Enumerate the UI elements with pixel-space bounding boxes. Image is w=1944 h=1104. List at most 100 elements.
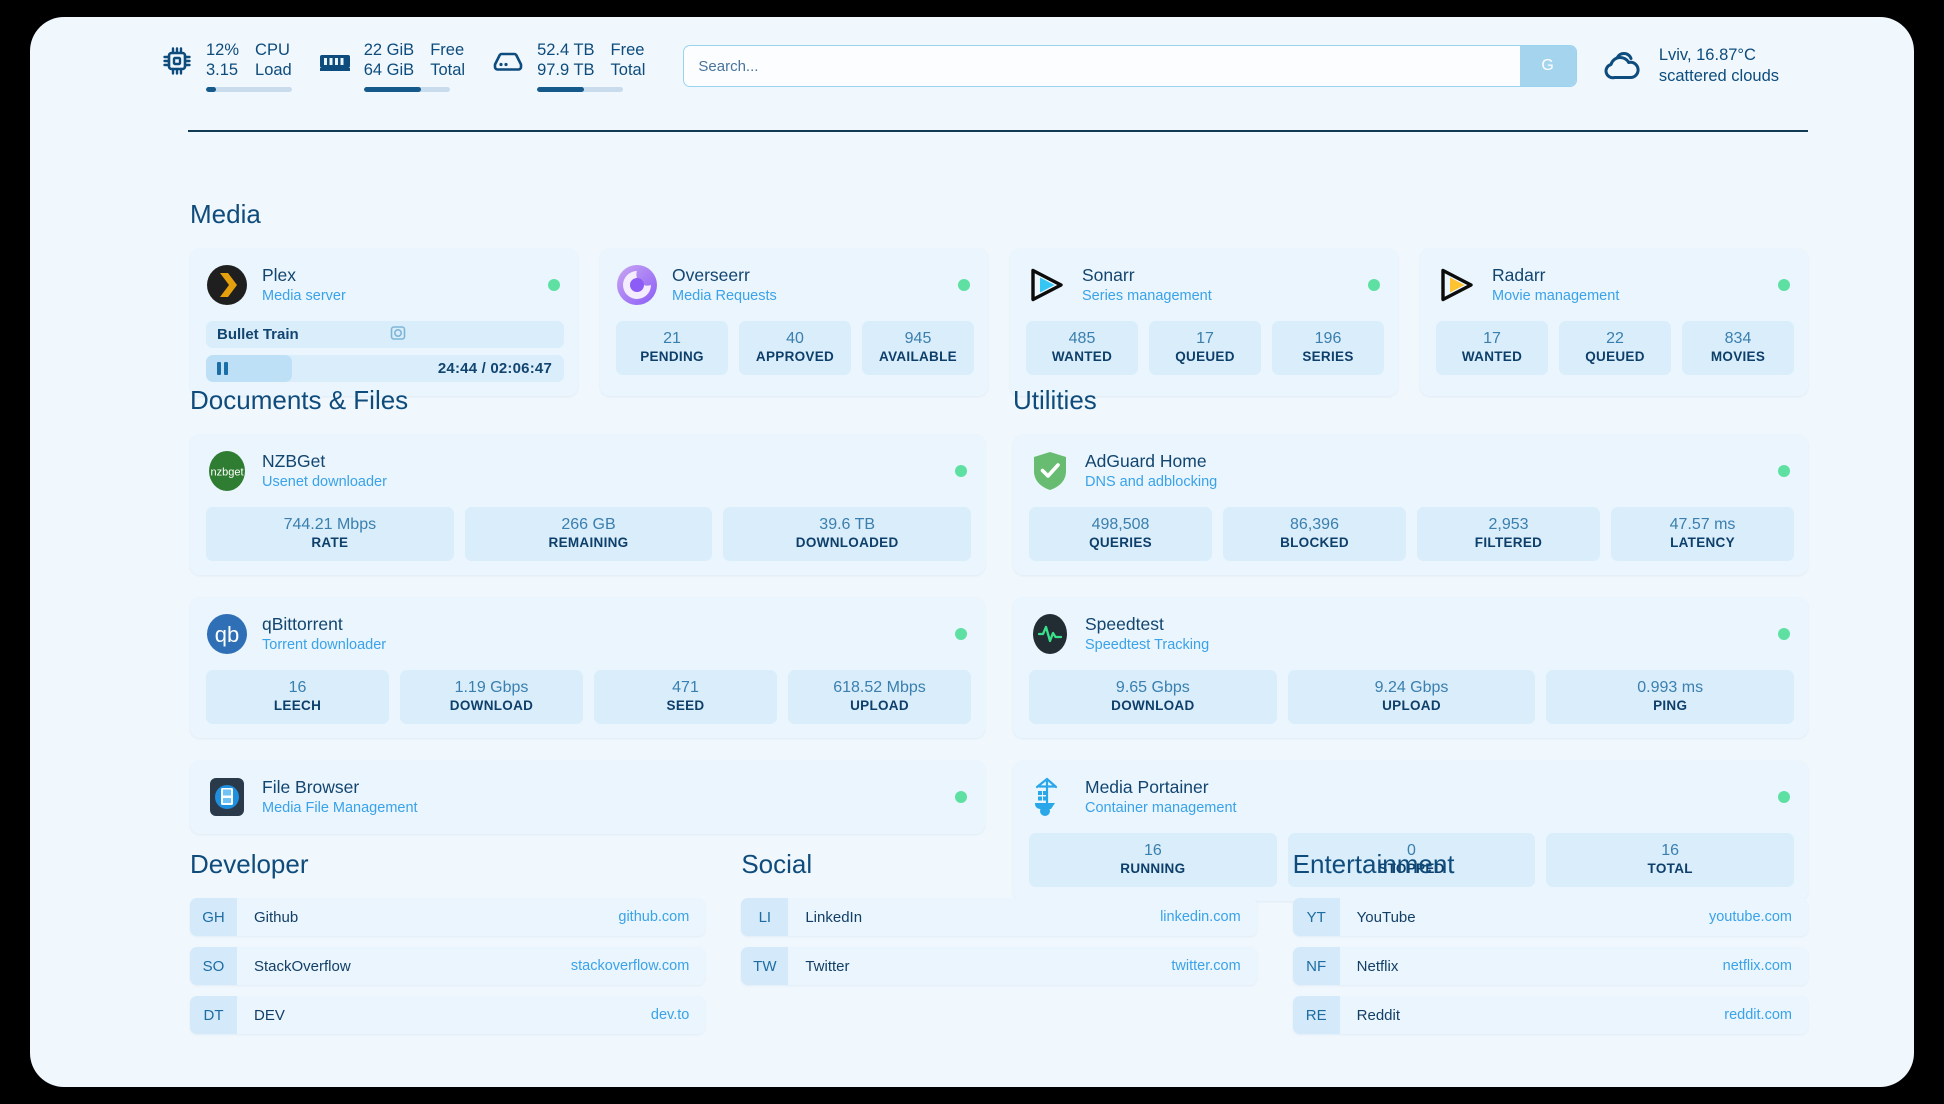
stat-tile[interactable]: 16 TOTAL (1546, 832, 1795, 887)
bookmark-url: github.com (618, 909, 690, 925)
bookmark-item[interactable]: TW Twitter twitter.com (741, 947, 1257, 985)
bookmark-badge: NF (1292, 947, 1340, 985)
stat-tile-label: FILTERED (1474, 535, 1543, 550)
service-card[interactable]: Media Portainer Container management 16 RUN… (1013, 759, 1808, 901)
service-card[interactable]: Radarr Movie management 17 WANTED 22 QUEUED 83… (1420, 248, 1808, 396)
stat-tile-label: QUEUED (1175, 349, 1235, 364)
section-utilities: Utilities AdGuard Home DNS and adblocking… (1013, 385, 1808, 901)
stat-tile[interactable]: 86,396 BLOCKED (1223, 507, 1406, 561)
stat-label-column: CPU Load (255, 40, 292, 80)
service-subtitle: Torrent downloader (262, 636, 387, 653)
stat-tile[interactable]: 0.993 ms PING (1546, 669, 1795, 724)
stat-tiles: 744.21 Mbps RATE 266 GB REMAINING 39.6 TB DOW… (206, 507, 972, 561)
bookmark-group-title: Social (741, 849, 813, 879)
bookmark-item[interactable]: NF Netflix netflix.com (1292, 947, 1808, 985)
section-title-media: Media (190, 199, 261, 229)
stat-tile[interactable]: 17 QUEUED (1149, 321, 1261, 375)
stat-tile[interactable]: 9.24 Gbps UPLOAD (1287, 669, 1536, 724)
service-card[interactable]: qb qBittorrent Torrent downloader 16 LEECH 1.… (190, 596, 985, 738)
stat-tiles: 16 LEECH 1.19 Gbps DOWNLOAD 471 SEED 618.52 Mb… (206, 669, 971, 724)
service-card[interactable]: File Browser Media File Management (190, 759, 985, 834)
stat-tile-label: UPLOAD (1382, 697, 1441, 713)
service-name: Media Portainer (1085, 776, 1209, 797)
bookmark-url: dev.to (650, 1007, 690, 1023)
bookmark-name: Twitter (805, 957, 850, 975)
bookmark-item[interactable]: SO StackOverflow stackoverflow.com (190, 947, 706, 985)
stat-tile[interactable]: 1.19 Gbps DOWNLOAD (400, 669, 583, 724)
pause-icon[interactable] (217, 362, 229, 375)
status-indicator (548, 279, 560, 291)
weather-location-temp: Lviv, 16.87°C (1658, 45, 1756, 64)
service-name: File Browser (262, 776, 360, 797)
search-provider-button[interactable]: G (1519, 46, 1576, 86)
service-card-names: Radarr Movie management (1492, 265, 1764, 305)
stat-tile[interactable]: 266 GB REMAINING (464, 507, 713, 561)
bookmark-item[interactable]: LI LinkedIn linkedin.com (741, 898, 1257, 936)
bookmark-item[interactable]: DT DEV dev.to (190, 996, 706, 1034)
service-card[interactable]: Plex Media server Bullet Train 24:44 / 02:0… (190, 248, 578, 396)
service-card-names: Speedtest Speedtest Tracking (1085, 614, 1764, 654)
nzbget-logo: nzbget (206, 450, 248, 492)
bookmark-list: LI LinkedIn linkedin.com TW Twitter twitter.c… (741, 898, 1257, 985)
stat-tile[interactable]: 834 MOVIES (1682, 321, 1794, 375)
stat-tile-label: DOWNLOAD (1111, 697, 1195, 713)
stat-tile[interactable]: 945 AVAILABLE (862, 321, 974, 375)
stat-tile[interactable]: 22 QUEUED (1559, 321, 1671, 375)
bookmark-name: Netflix (1356, 957, 1399, 975)
stat-value: 64 GiB (363, 61, 415, 79)
stat-tile-value: 744.21 Mbps (283, 516, 377, 533)
stat-tile-label: RATE (311, 535, 349, 550)
search-box[interactable]: G (683, 45, 1577, 87)
stat-tile-label: BLOCKED (1280, 535, 1349, 550)
stat-tile[interactable]: 471 SEED (594, 669, 777, 724)
bookmark-item[interactable]: GH Github github.com (190, 898, 706, 936)
status-indicator (1778, 465, 1790, 477)
bookmark-url: reddit.com (1724, 1007, 1792, 1023)
bookmark-item[interactable]: YT YouTube youtube.com (1292, 898, 1808, 936)
status-indicator (1778, 627, 1790, 640)
service-card[interactable]: nzbget NZBGet Usenet downloader 744.21 Mbps… (190, 434, 985, 575)
header-divider (188, 130, 1808, 132)
stat-tile[interactable]: 40 APPROVED (739, 321, 851, 375)
bookmark-badge: GH (190, 898, 237, 936)
search-input[interactable] (684, 46, 1520, 86)
stat-tile[interactable]: 2,953 FILTERED (1417, 507, 1600, 561)
service-card-names: Sonarr Series management (1082, 265, 1354, 305)
bookmark-group: Social LI LinkedIn linkedin.com TW Twitter twi… (741, 849, 1257, 1034)
search-area: G (645, 45, 1600, 87)
stat-tile[interactable]: 16 LEECH (206, 669, 389, 724)
stat-tile[interactable]: 16 RUNNING (1029, 832, 1277, 887)
stat-tile[interactable]: 17 WANTED (1436, 321, 1548, 375)
bookmark-item[interactable]: RE Reddit reddit.com (1292, 996, 1808, 1034)
bookmark-badge: SO (190, 947, 237, 985)
bookmark-group: Developer GH Github github.com SO StackOverfl… (190, 849, 706, 1034)
stat-tile[interactable]: 618.52 Mbps UPLOAD (788, 669, 971, 724)
weather-text: Lviv, 16.87°C scattered clouds (1659, 45, 1779, 87)
service-card[interactable]: Sonarr Series management 485 WANTED 17 QUEUED… (1010, 248, 1398, 396)
bookmark-list: YT YouTube youtube.com NF Netflix netflix.com… (1292, 898, 1808, 1034)
stat-tile[interactable]: 39.6 TB DOWNLOADED (723, 507, 972, 561)
cloud-icon (1601, 49, 1645, 83)
stat-tile[interactable]: 0 STOPPED (1287, 832, 1536, 887)
svg-text:qb: qb (215, 622, 239, 647)
cast-icon[interactable] (390, 325, 555, 345)
stat-tile-value: 945 (904, 330, 932, 347)
stat-tile[interactable]: 47.57 ms LATENCY (1611, 507, 1794, 561)
service-card[interactable]: Overseerr Media Requests 21 PENDING 40 APPROV… (600, 248, 988, 396)
stat-tile-value: 618.52 Mbps (833, 678, 926, 696)
now-playing-progress[interactable]: 24:44 / 02:06:47 (206, 355, 564, 382)
stat-tile[interactable]: 744.21 Mbps RATE (206, 507, 454, 561)
service-card[interactable]: AdGuard Home DNS and adblocking 498,508 QUE… (1013, 434, 1808, 575)
bookmark-name: DEV (254, 1006, 285, 1024)
service-card[interactable]: Speedtest Speedtest Tracking 9.65 Gbps DOWN… (1013, 596, 1808, 738)
stat-tile-label: SERIES (1302, 349, 1354, 364)
stat-tile[interactable]: 485 WANTED (1026, 321, 1138, 375)
stat-tile-label: RUNNING (1120, 860, 1186, 876)
bookmark-name: LinkedIn (805, 908, 863, 926)
stat-tile[interactable]: 9.65 Gbps DOWNLOAD (1029, 669, 1277, 724)
stat-tile[interactable]: 498,508 QUERIES (1029, 507, 1212, 561)
stat-tile[interactable]: 196 SERIES (1272, 321, 1384, 375)
stat-tile[interactable]: 21 PENDING (616, 321, 728, 375)
service-card-header: qb qBittorrent Torrent downloader (206, 611, 971, 657)
service-subtitle: DNS and adblocking (1085, 473, 1218, 490)
